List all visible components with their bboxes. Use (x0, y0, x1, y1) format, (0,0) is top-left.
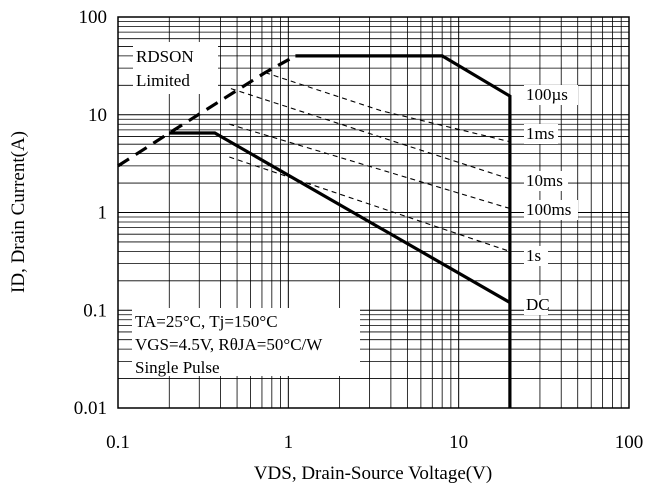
curve-label-bg (524, 200, 578, 220)
series-1ms-line (264, 72, 511, 143)
y-axis-label: ID, Drain Current(A) (8, 131, 29, 293)
y-tick-label: 10 (88, 105, 107, 126)
curve-label-bg (524, 85, 578, 105)
series-dc-line (169, 131, 511, 304)
series-1s-line (229, 156, 511, 252)
y-tick-label: 0.01 (74, 398, 107, 419)
curve-label: 100ms (526, 200, 571, 219)
series-rdson-limited-line (117, 54, 297, 168)
y-tick-label: 0.1 (83, 300, 107, 321)
curve-labels: 100µs 1ms 10ms 100ms 1s DC (524, 85, 578, 315)
curve-label-bg (524, 171, 568, 191)
curve-label: DC (526, 295, 550, 314)
y-tick-label: 1 (98, 203, 108, 224)
x-tick-label: 100 (615, 432, 644, 453)
conditions-box-bg (132, 308, 360, 376)
conditions-line1: TA=25°C, Tj=150°C (135, 312, 278, 331)
curve-label: 1s (526, 246, 541, 265)
series-100ms-line (229, 123, 511, 210)
x-axis-label: VDS, Drain-Source Voltage(V) (254, 463, 492, 484)
tick-labels: 0.1 1 10 100 0.01 0.1 1 10 100 (74, 7, 644, 453)
conditions-line3: Single Pulse (135, 358, 220, 377)
curve-label-bg (524, 295, 548, 315)
plot-frame (117, 16, 630, 409)
x-tick-label: 1 (284, 432, 294, 453)
rdson-label-bg (133, 42, 218, 94)
y-tick-label: 100 (79, 7, 108, 28)
curve-label-bg (524, 246, 548, 266)
curve-lines (117, 54, 512, 408)
curve-label: 10ms (526, 171, 563, 190)
curve-label-bg (524, 124, 558, 144)
series-100-s-line (295, 54, 512, 408)
series-10ms-line (230, 88, 511, 180)
rdson-label-line2: Limited (136, 71, 190, 90)
curve-label: 100µs (526, 85, 568, 104)
conditions-line2: VGS=4.5V, RθJA=50°C/W (135, 335, 323, 354)
rdson-label-line1: RDSON (136, 47, 194, 66)
x-tick-label: 0.1 (106, 432, 130, 453)
x-tick-label: 10 (449, 432, 468, 453)
curve-label: 1ms (526, 124, 554, 143)
